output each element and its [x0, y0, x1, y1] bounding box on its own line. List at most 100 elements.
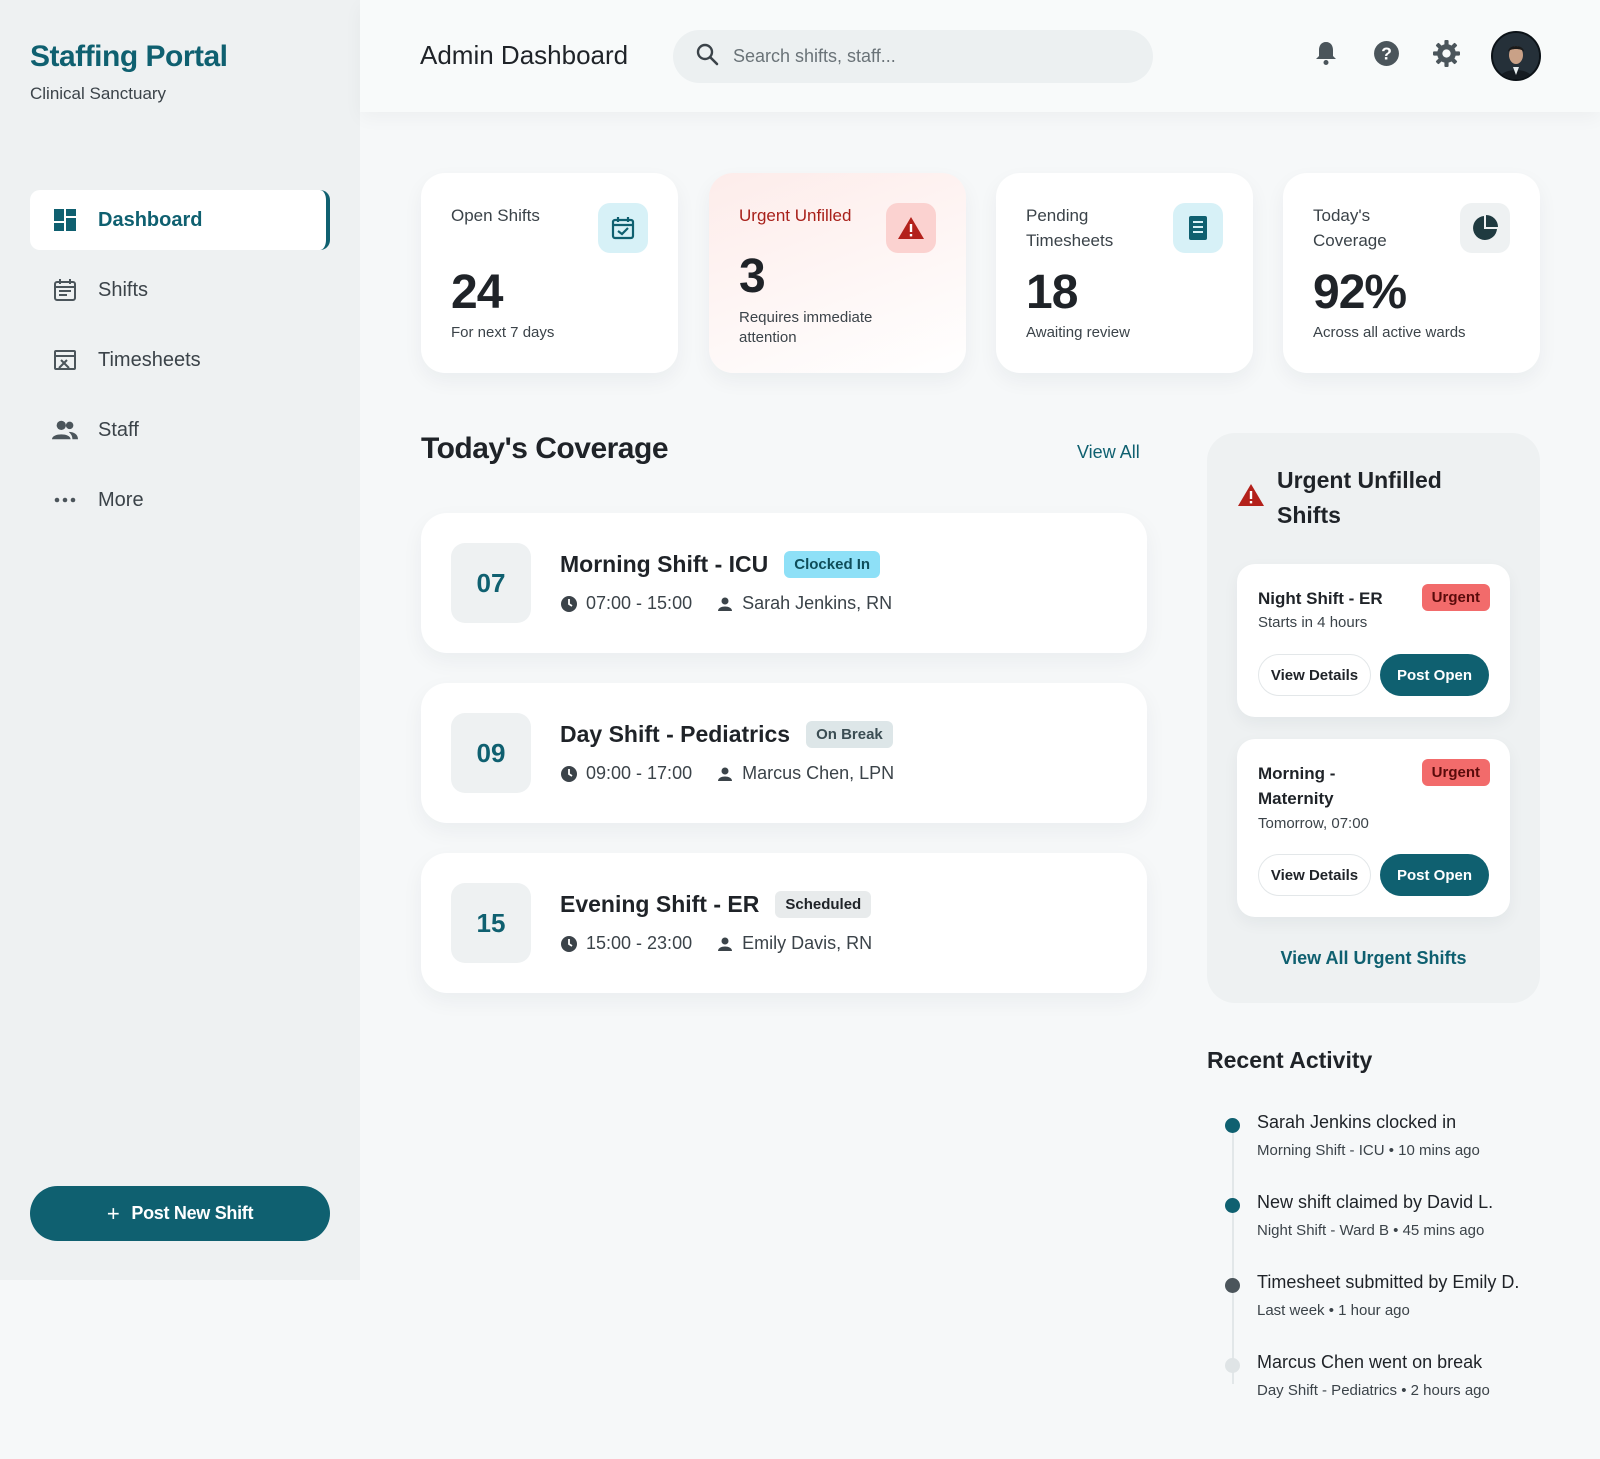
warning-icon — [1237, 483, 1265, 512]
timeline-dot — [1225, 1358, 1240, 1373]
shift-day: 09 — [451, 713, 531, 793]
search-bar[interactable] — [673, 30, 1153, 83]
stat-label: Pending Timesheets — [1026, 206, 1114, 250]
stat-sub: Across all active wards — [1313, 324, 1466, 341]
clock-icon — [560, 595, 578, 613]
timeline-dot — [1225, 1198, 1240, 1213]
timeline-line — [1232, 1122, 1234, 1384]
sidebar-item-staff[interactable]: Staff — [30, 400, 330, 460]
person-icon — [716, 765, 734, 783]
stat-value: 92% — [1313, 266, 1407, 319]
shift-card[interactable]: 15 Evening Shift - ER Scheduled 15:00 - … — [421, 853, 1147, 993]
shift-staff: Marcus Chen, LPN — [742, 763, 895, 783]
people-icon — [52, 417, 78, 443]
shift-title: Day Shift - Pediatrics On Break — [560, 721, 893, 748]
shift-meta: 15:00 - 23:00 Emily Davis, RN — [560, 933, 872, 954]
urgent-badge: Urgent — [1421, 759, 1490, 786]
view-details-button[interactable]: View Details — [1258, 854, 1371, 896]
stat-label: Open Shifts — [451, 206, 540, 225]
view-all-urgent-link[interactable]: View All Urgent Shifts — [1280, 948, 1467, 968]
shift-meta: 09:00 - 17:00 Marcus Chen, LPN — [560, 763, 894, 784]
warning-icon — [886, 203, 936, 253]
status-badge: On Break — [806, 721, 893, 748]
top-header: Admin Dashboard ? — [360, 0, 1600, 112]
post-new-shift-label: Post New Shift — [131, 1203, 254, 1223]
stat-card-open-shifts[interactable]: Open Shifts 24 For next 7 days — [421, 173, 678, 373]
activity-text: Sarah Jenkins clocked in — [1257, 1112, 1457, 1132]
brand: Staffing Portal Clinical Sanctuary — [30, 40, 228, 104]
shift-time: 15:00 - 23:00 — [586, 933, 693, 953]
shift-card[interactable]: 07 Morning Shift - ICU Clocked In 07:00 … — [421, 513, 1147, 653]
status-badge: Scheduled — [775, 891, 872, 918]
person-icon — [716, 935, 734, 953]
sidebar-item-label: Timesheets — [98, 348, 201, 371]
sidebar-item-label: Shifts — [98, 278, 149, 301]
status-badge: Clocked In — [784, 551, 881, 578]
activity-sub: Last week • 1 hour ago — [1257, 1302, 1410, 1319]
view-all-link[interactable]: View All — [1077, 442, 1140, 462]
shift-card[interactable]: 09 Day Shift - Pediatrics On Break 09:00… — [421, 683, 1147, 823]
urgent-panel-title: Urgent Unfilled Shifts — [1277, 467, 1442, 528]
gear-icon[interactable] — [1431, 38, 1461, 68]
shift-title: Evening Shift - ER Scheduled — [560, 891, 872, 918]
shift-title: Morning Shift - ICU Clocked In — [560, 551, 881, 578]
sidebar-item-shifts[interactable]: Shifts — [30, 260, 330, 320]
urgent-shift-name: Night Shift - ER — [1258, 589, 1383, 608]
sidebar-item-timesheets[interactable]: Timesheets — [30, 330, 330, 390]
urgent-shift-card[interactable]: Night Shift - ER Urgent Starts in 4 hour… — [1237, 564, 1510, 717]
activity-text: Timesheet submitted by Emily D. — [1257, 1272, 1520, 1292]
stat-sub: For next 7 days — [451, 324, 555, 341]
activity-text: Marcus Chen went on break — [1257, 1352, 1483, 1372]
timeline-dot — [1225, 1118, 1240, 1133]
sidebar-item-dashboard[interactable]: Dashboard — [30, 190, 330, 250]
activity-text: New shift claimed by David L. — [1257, 1192, 1494, 1212]
sidebar-item-more[interactable]: More — [30, 470, 330, 530]
stat-card-urgent-unfilled[interactable]: Urgent Unfilled 3 Requires immediate att… — [709, 173, 966, 373]
post-open-button[interactable]: Post Open — [1380, 654, 1489, 696]
recent-activity-title: Recent Activity — [1207, 1047, 1373, 1073]
stat-value: 24 — [451, 266, 503, 319]
search-icon — [695, 42, 719, 71]
shift-name: Day Shift - Pediatrics — [560, 721, 791, 747]
shift-name: Morning Shift - ICU — [560, 551, 769, 577]
timesheet-icon — [52, 347, 78, 373]
shift-staff: Sarah Jenkins, RN — [742, 593, 893, 613]
sidebar-nav: Dashboard Shifts Timesheets Staff More — [30, 190, 330, 540]
urgent-shift-card[interactable]: Morning - Maternity Urgent Tomorrow, 07:… — [1237, 739, 1510, 917]
help-icon[interactable]: ? — [1371, 38, 1401, 68]
shift-day: 15 — [451, 883, 531, 963]
dashboard-icon — [52, 207, 78, 233]
timeline-dot — [1225, 1278, 1240, 1293]
stat-sub: Awaiting review — [1026, 324, 1130, 341]
sidebar-item-label: More — [98, 488, 144, 511]
pie-chart-icon — [1460, 203, 1510, 253]
shift-meta: 07:00 - 15:00 Sarah Jenkins, RN — [560, 593, 892, 614]
avatar[interactable] — [1491, 31, 1541, 81]
stat-label: Today's Coverage — [1313, 206, 1387, 250]
stat-value: 18 — [1026, 266, 1078, 319]
stat-label: Urgent Unfilled — [739, 206, 852, 225]
calendar-check-icon — [598, 203, 648, 253]
post-new-shift-button[interactable]: + Post New Shift — [30, 1186, 330, 1241]
plus-icon: + — [106, 1200, 120, 1226]
view-details-button[interactable]: View Details — [1258, 654, 1371, 696]
svg-text:?: ? — [1381, 43, 1392, 63]
shift-time: 07:00 - 15:00 — [586, 593, 693, 613]
urgent-shifts-panel: Urgent Unfilled Shifts Night Shift - ER … — [1207, 433, 1540, 1003]
receipt-icon — [1173, 203, 1223, 253]
brand-title[interactable]: Staffing Portal — [30, 40, 228, 73]
page-title: Admin Dashboard — [420, 40, 629, 70]
urgent-badge: Urgent — [1421, 584, 1490, 611]
stat-card-todays-coverage[interactable]: Today's Coverage 92% Across all active w… — [1283, 173, 1540, 373]
stat-card-pending-timesheets[interactable]: Pending Timesheets 18 Awaiting review — [996, 173, 1253, 373]
sidebar-item-label: Staff — [98, 418, 139, 441]
search-input[interactable] — [733, 46, 1133, 67]
calendar-icon — [52, 277, 78, 303]
post-open-button[interactable]: Post Open — [1380, 854, 1489, 896]
bell-icon[interactable] — [1311, 38, 1341, 68]
sidebar-item-label: Dashboard — [98, 208, 203, 231]
shift-time: 09:00 - 17:00 — [586, 763, 693, 783]
stat-sub: Requires immediate attention — [739, 309, 873, 346]
urgent-shift-sub: Tomorrow, 07:00 — [1258, 815, 1369, 832]
activity-sub: Day Shift - Pediatrics • 2 hours ago — [1257, 1382, 1490, 1399]
